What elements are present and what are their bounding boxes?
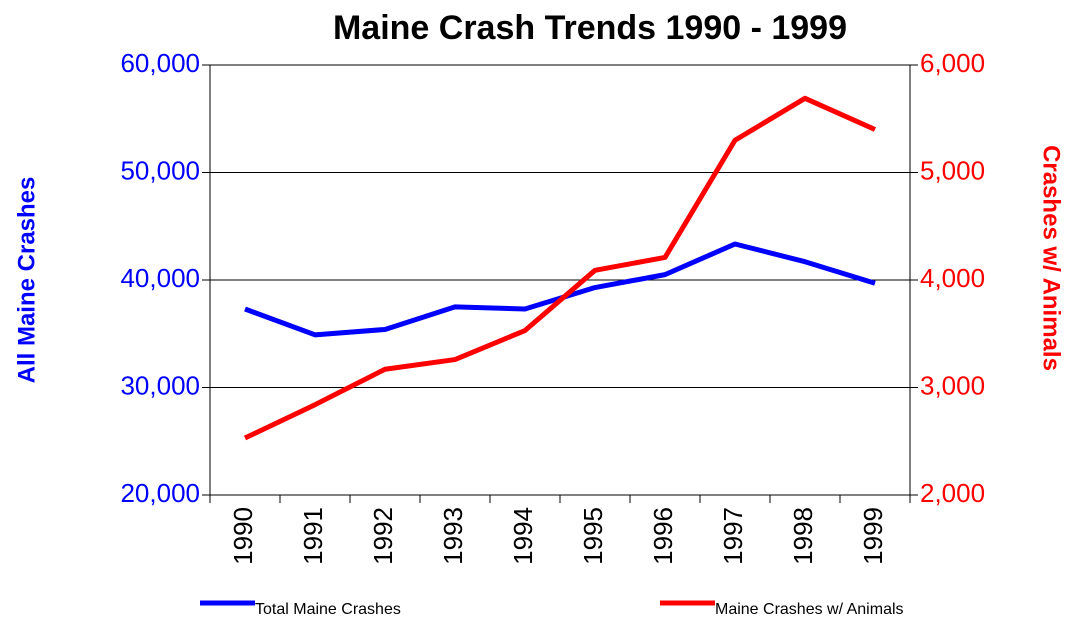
x-tick-label: 1991 xyxy=(298,507,328,565)
legend-label: Maine Crashes w/ Animals xyxy=(715,601,904,618)
x-tick-label: 1992 xyxy=(368,507,398,565)
series-line xyxy=(244,241,876,338)
chart-title: Maine Crash Trends 1990 - 1999 xyxy=(333,9,847,47)
y2-tick-label: 4,000 xyxy=(920,263,985,293)
x-tick-label: 1995 xyxy=(578,507,608,565)
x-tick-label: 1996 xyxy=(648,507,678,565)
y2-axis-title: Crashes w/ Animals xyxy=(1038,145,1065,371)
x-tick-label: 1999 xyxy=(858,507,888,565)
x-tick-label: 1997 xyxy=(718,507,748,565)
x-tick-label: 1993 xyxy=(438,507,468,565)
x-tick-label: 1994 xyxy=(508,507,538,565)
y-tick-label: 50,000 xyxy=(120,155,200,185)
y2-tick-label: 6,000 xyxy=(920,48,985,78)
y2-tick-label: 5,000 xyxy=(920,155,985,185)
y2-tick-label: 3,000 xyxy=(920,370,985,400)
series-line xyxy=(243,95,877,441)
y-tick-label: 20,000 xyxy=(120,478,200,508)
y2-tick-label: 2,000 xyxy=(920,478,985,508)
y-tick-label: 30,000 xyxy=(120,370,200,400)
y-tick-label: 60,000 xyxy=(120,48,200,78)
legend-label: Total Maine Crashes xyxy=(255,601,401,618)
y-axis-title: All Maine Crashes xyxy=(13,177,40,384)
y-tick-label: 40,000 xyxy=(120,263,200,293)
x-tick-label: 1990 xyxy=(228,507,258,565)
x-tick-label: 1998 xyxy=(788,507,818,565)
